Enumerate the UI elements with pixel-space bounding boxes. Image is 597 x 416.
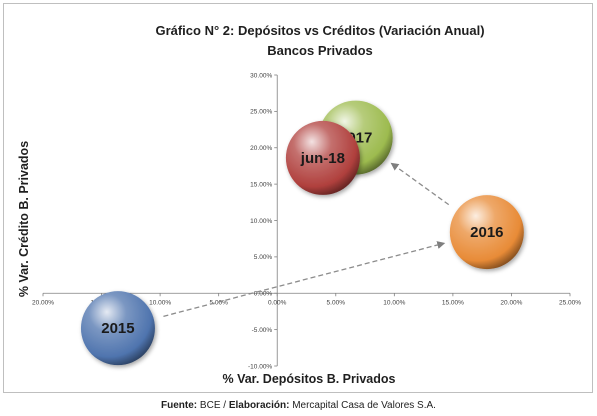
y-tick-label: 0.00%: [254, 291, 273, 298]
x-tick-label: 20.00%: [500, 299, 522, 306]
bubble-label: 2016: [470, 224, 503, 241]
elaboration-label: Elaboración:: [228, 400, 290, 411]
x-tick-label: 5.00%: [209, 299, 228, 306]
bubble-2015: 2015: [80, 291, 155, 366]
trend-arrow: [390, 162, 450, 206]
bubble-jun-18: jun-18: [285, 120, 360, 195]
x-tick-label: 10.00%: [383, 299, 405, 306]
bubble-2016: 2016: [449, 195, 524, 270]
y-tick-label: 10.00%: [250, 218, 272, 225]
y-tick-label: -10.00%: [248, 363, 272, 370]
source-value: BCE /: [199, 400, 229, 411]
bubble-circle: [449, 195, 524, 270]
x-tick-label: 15.00%: [442, 299, 464, 306]
trend-arrow: [163, 241, 446, 317]
chart-subtitle: Bancos Privados: [267, 43, 373, 58]
y-tick-label: 15.00%: [250, 181, 272, 188]
chart-svg: Gráfico N° 2: Depósitos vs Créditos (Var…: [17, 23, 581, 386]
source-label: Fuente:: [161, 400, 198, 411]
elaboration-value: Mercapital Casa de Valores S.A.: [292, 400, 436, 411]
bubble-circle: [80, 291, 155, 366]
y-tick-label: 5.00%: [254, 254, 273, 261]
x-tick-label: 25.00%: [559, 299, 581, 306]
y-axis-title: % Var. Crédito B. Privados: [17, 141, 31, 297]
x-axis-title: % Var. Depósitos B. Privados: [223, 372, 396, 386]
source-footer: Fuente: BCE / Elaboración: Mercapital Ca…: [0, 400, 597, 411]
bubble-circle: [285, 120, 360, 195]
bubble-label: 2015: [101, 320, 134, 337]
bubble-label: jun-18: [300, 150, 345, 167]
y-tick-label: -5.00%: [252, 327, 273, 334]
x-tick-label: 0.00%: [268, 299, 287, 306]
chart-title: Gráfico N° 2: Depósitos vs Créditos (Var…: [155, 23, 484, 38]
x-tick-label: 10.00%: [149, 299, 171, 306]
x-tick-label: 20.00%: [32, 299, 54, 306]
y-tick-label: 30.00%: [250, 72, 272, 79]
x-tick-label: 5.00%: [327, 299, 346, 306]
y-tick-label: 20.00%: [250, 145, 272, 152]
y-tick-label: 25.00%: [250, 109, 272, 116]
chart-frame: Gráfico N° 2: Depósitos vs Créditos (Var…: [3, 3, 593, 393]
